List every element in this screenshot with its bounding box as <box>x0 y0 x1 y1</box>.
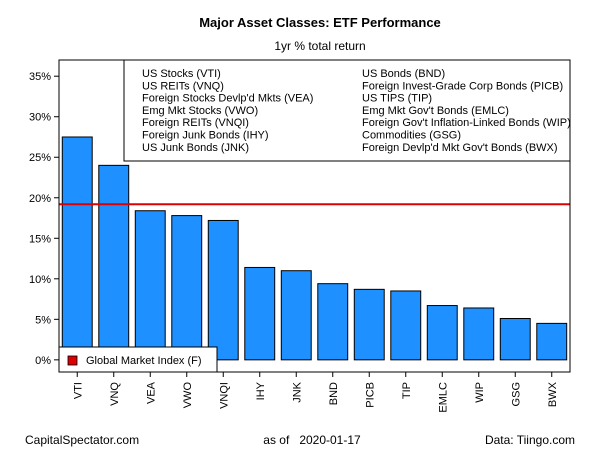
legend-entry: US REITs (VNQ) <box>142 80 224 92</box>
bar-vnqi <box>207 219 239 361</box>
bar-emlc <box>426 305 458 361</box>
legend-entry: Foreign Stocks Devlp'd Mkts (VEA) <box>142 93 313 105</box>
footer-right: Data: Tiingo.com <box>485 433 575 447</box>
legend-top-box <box>123 59 571 162</box>
x-tick-label: GSG <box>510 382 522 406</box>
y-tick-label: 20% <box>29 193 51 205</box>
bar-vwo <box>171 215 203 361</box>
bar-wip <box>463 307 495 361</box>
bar-bwx <box>536 322 568 361</box>
y-tick-label: 35% <box>29 71 51 83</box>
x-tick-label: VTI <box>72 382 84 399</box>
x-tick-label: VNQI <box>218 382 230 409</box>
x-tick-label: VEA <box>145 381 157 404</box>
bar-picb <box>353 288 385 361</box>
y-tick-label: 15% <box>29 233 51 245</box>
bars-group <box>61 136 568 361</box>
x-tick-label: BWX <box>547 381 559 407</box>
x-tick-label: PICB <box>364 382 376 408</box>
chart-title: Major Asset Classes: ETF Performance <box>199 15 441 30</box>
legend-entry: Foreign Gov't Inflation-Linked Bonds (WI… <box>362 117 571 129</box>
legend-entry: Emg Mkt Gov't Bonds (EMLC) <box>362 105 509 117</box>
bar-ihy <box>244 266 276 361</box>
legend-entry: US Bonds (BND) <box>362 68 445 80</box>
x-tick-label: VNQ <box>109 382 121 406</box>
footer-left: CapitalSpectator.com <box>25 433 139 447</box>
x-tick-label: TIP <box>401 382 413 399</box>
legend-top: US Stocks (VTI)US REITs (VNQ)Foreign Sto… <box>123 59 571 162</box>
legend-entry: US TIPS (TIP) <box>362 93 432 105</box>
legend-bottom-swatch <box>67 355 78 366</box>
chart-subtitle: 1yr % total return <box>274 39 365 53</box>
legend-entry: Foreign Devlp'd Mkt Gov't Bonds (BWX) <box>362 142 558 154</box>
x-axis: VTI VNQ VEA VWO VNQI IHY JNK BND PICB TIP EMLC WIP G… <box>72 372 559 413</box>
legend-entry: US Stocks (VTI) <box>142 68 221 80</box>
legend-bottom-label: Global Market Index (F) <box>86 355 202 367</box>
bar-vea <box>134 210 166 361</box>
y-tick-label: 25% <box>29 152 51 164</box>
legend-bottom: Global Market Index (F) <box>58 346 218 373</box>
y-tick-label: 10% <box>29 274 51 286</box>
y-axis: 0% 5% 10% 15% 20% 25% 30% 35% <box>29 71 59 367</box>
legend-entry: Commodities (GSG) <box>362 130 461 142</box>
x-tick-label: BND <box>328 382 340 405</box>
bar-tip <box>390 290 422 361</box>
legend-entry: Foreign Invest-Grade Corp Bonds (PICB) <box>362 80 563 92</box>
y-tick-label: 0% <box>35 355 51 367</box>
x-tick-label: JNK <box>291 381 303 402</box>
x-tick-label: VWO <box>182 382 194 409</box>
legend-entry: Emg Mkt Stocks (VWO) <box>142 105 258 117</box>
footer-center: as of 2020-01-17 <box>263 433 361 447</box>
plot-frame <box>58 59 571 373</box>
legend-entry: Foreign REITs (VNQI) <box>142 117 249 129</box>
legend-entry: US Junk Bonds (JNK) <box>142 142 249 154</box>
x-tick-label: WIP <box>474 382 486 403</box>
x-tick-label: IHY <box>255 381 267 400</box>
bar-bnd <box>317 283 349 361</box>
bar-vnq <box>98 164 130 361</box>
bar-gsg <box>499 318 531 361</box>
legend-entry: Foreign Junk Bonds (IHY) <box>142 130 269 142</box>
x-tick-label: EMLC <box>437 382 449 413</box>
y-tick-label: 5% <box>35 314 51 326</box>
bar-jnk <box>280 270 312 361</box>
y-tick-label: 30% <box>29 112 51 124</box>
bar-vti <box>61 136 93 361</box>
